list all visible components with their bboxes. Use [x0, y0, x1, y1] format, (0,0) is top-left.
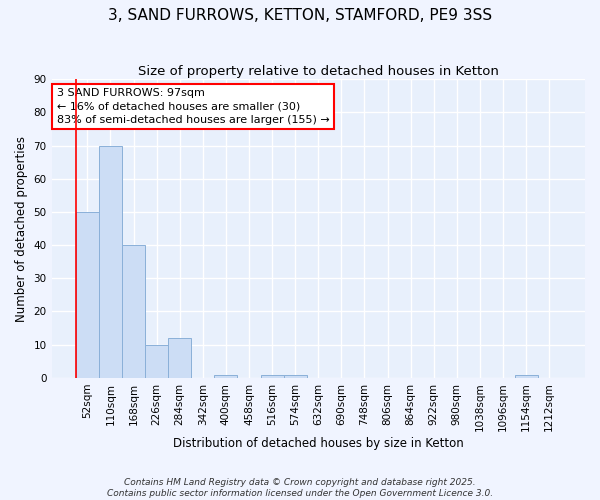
Bar	[515, 374, 538, 378]
Text: Contains HM Land Registry data © Crown copyright and database right 2025.
Contai: Contains HM Land Registry data © Crown c…	[107, 478, 493, 498]
Bar	[145, 344, 168, 378]
X-axis label: Distribution of detached houses by size in Ketton: Distribution of detached houses by size …	[173, 437, 464, 450]
Bar	[122, 245, 145, 378]
Bar	[284, 374, 307, 378]
Title: Size of property relative to detached houses in Ketton: Size of property relative to detached ho…	[138, 65, 499, 78]
Y-axis label: Number of detached properties: Number of detached properties	[15, 136, 28, 322]
Bar	[76, 212, 99, 378]
Bar	[260, 374, 284, 378]
Bar	[99, 146, 122, 378]
Bar	[214, 374, 238, 378]
Text: 3, SAND FURROWS, KETTON, STAMFORD, PE9 3SS: 3, SAND FURROWS, KETTON, STAMFORD, PE9 3…	[108, 8, 492, 22]
Bar	[168, 338, 191, 378]
Text: 3 SAND FURROWS: 97sqm
← 16% of detached houses are smaller (30)
83% of semi-deta: 3 SAND FURROWS: 97sqm ← 16% of detached …	[57, 88, 329, 124]
